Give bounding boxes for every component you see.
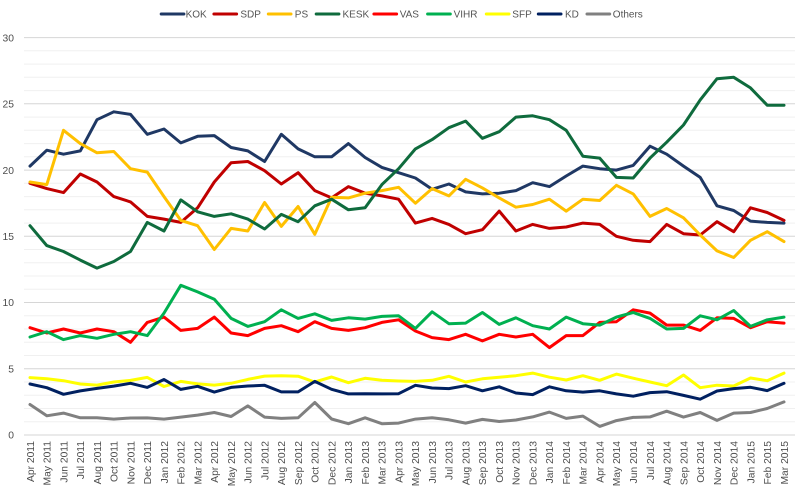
svg-text:Jan 2012: Jan 2012 (160, 441, 171, 484)
svg-text:Dec 2014: Dec 2014 (730, 441, 741, 485)
svg-text:KESK: KESK (343, 10, 370, 21)
svg-text:15: 15 (3, 232, 15, 243)
svg-text:VIHR: VIHR (454, 10, 478, 21)
svg-text:Jun 2011: Jun 2011 (59, 441, 70, 483)
svg-text:Jul 2013: Jul 2013 (445, 441, 456, 480)
svg-text:Jun 2013: Jun 2013 (428, 441, 439, 484)
svg-text:May 2011: May 2011 (43, 441, 54, 486)
svg-text:Dec 2011: Dec 2011 (143, 441, 154, 485)
svg-text:Dec 2012: Dec 2012 (327, 441, 338, 485)
svg-text:Aug 2011: Aug 2011 (93, 441, 104, 485)
svg-text:Feb 2015: Feb 2015 (763, 441, 774, 485)
svg-text:Aug 2014: Aug 2014 (663, 441, 674, 485)
svg-text:Apr 2011: Apr 2011 (26, 441, 37, 482)
svg-text:Dec 2013: Dec 2013 (529, 441, 540, 485)
svg-text:KOK: KOK (186, 10, 207, 21)
svg-text:Oct 2013: Oct 2013 (495, 441, 506, 483)
svg-text:Mar 2015: Mar 2015 (780, 441, 791, 485)
svg-text:May 2014: May 2014 (612, 441, 623, 486)
svg-text:Sep 2013: Sep 2013 (478, 441, 489, 485)
svg-text:Oct 2014: Oct 2014 (696, 441, 707, 483)
svg-text:KD: KD (565, 10, 579, 21)
svg-text:20: 20 (3, 166, 15, 177)
svg-text:Jan 2013: Jan 2013 (344, 441, 355, 484)
svg-text:Apr 2014: Apr 2014 (596, 441, 607, 483)
svg-text:Feb 2014: Feb 2014 (562, 441, 573, 485)
svg-text:Aug 2012: Aug 2012 (277, 441, 288, 485)
svg-text:Jun 2012: Jun 2012 (244, 441, 255, 484)
svg-text:10: 10 (3, 298, 15, 309)
svg-text:SDP: SDP (240, 10, 261, 21)
svg-text:Nov 2013: Nov 2013 (512, 441, 523, 485)
svg-text:5: 5 (8, 365, 14, 376)
svg-text:Jan 2015: Jan 2015 (746, 441, 757, 484)
svg-text:Aug 2013: Aug 2013 (461, 441, 472, 485)
svg-text:May 2012: May 2012 (227, 441, 238, 486)
svg-text:May 2013: May 2013 (411, 441, 422, 486)
svg-text:PS: PS (295, 10, 309, 21)
svg-text:Apr 2013: Apr 2013 (394, 441, 405, 483)
svg-text:Jul 2012: Jul 2012 (260, 441, 271, 480)
svg-text:Others: Others (613, 10, 643, 21)
svg-text:Apr 2012: Apr 2012 (210, 441, 221, 483)
svg-text:Jun 2014: Jun 2014 (629, 441, 640, 484)
svg-text:Mar 2013: Mar 2013 (378, 441, 389, 485)
svg-text:Sep 2012: Sep 2012 (294, 441, 305, 485)
svg-text:Jul 2014: Jul 2014 (646, 441, 657, 480)
svg-text:30: 30 (3, 33, 15, 44)
svg-text:Nov 2014: Nov 2014 (713, 441, 724, 485)
svg-text:Mar 2014: Mar 2014 (579, 441, 590, 485)
svg-text:VAS: VAS (400, 10, 420, 21)
svg-text:Feb 2012: Feb 2012 (177, 441, 188, 485)
svg-text:25: 25 (3, 100, 15, 111)
svg-text:Sep 2014: Sep 2014 (679, 441, 690, 485)
svg-text:Nov 2011: Nov 2011 (126, 441, 137, 485)
svg-text:Oct 2011: Oct 2011 (110, 441, 121, 482)
svg-text:Feb 2013: Feb 2013 (361, 441, 372, 485)
svg-text:Mar 2012: Mar 2012 (193, 441, 204, 485)
svg-text:Jul 2011: Jul 2011 (76, 441, 87, 479)
svg-text:Oct 2012: Oct 2012 (311, 441, 322, 483)
svg-text:Jan 2014: Jan 2014 (545, 441, 556, 484)
svg-text:SFP: SFP (512, 10, 532, 21)
svg-text:0: 0 (8, 431, 14, 442)
